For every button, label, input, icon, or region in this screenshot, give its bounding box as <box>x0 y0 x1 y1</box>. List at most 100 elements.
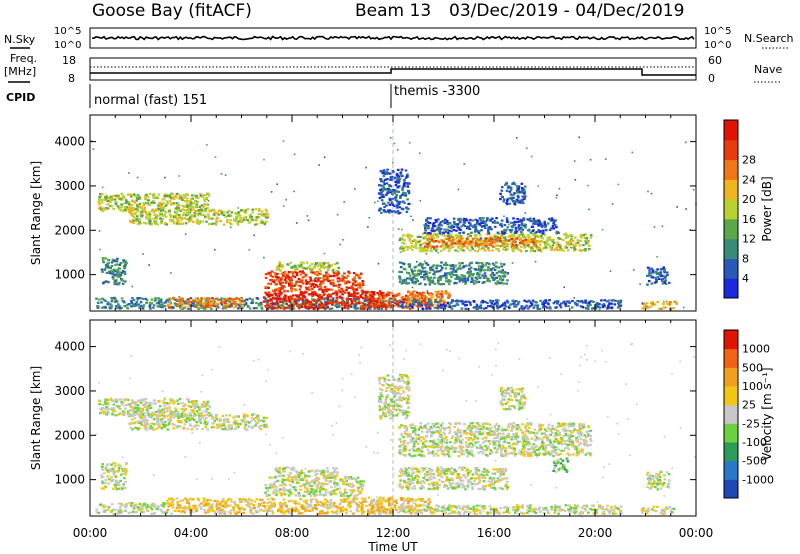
power-cell <box>557 236 560 240</box>
velocity-cell <box>131 406 134 409</box>
power-cell <box>558 237 562 240</box>
power-cell <box>425 273 428 276</box>
power-cell <box>349 303 352 307</box>
power-cell <box>138 205 141 208</box>
velocity-cell <box>150 414 153 417</box>
power-cell <box>130 207 133 210</box>
power-cell <box>169 302 173 305</box>
power-cell <box>120 271 124 274</box>
velocity-cell <box>222 424 226 427</box>
velocity-cell <box>234 423 237 426</box>
power-cell <box>357 286 360 289</box>
power-cell <box>437 224 441 227</box>
power-cell <box>251 299 254 302</box>
power-cell <box>398 305 401 308</box>
power-cell <box>429 276 433 279</box>
power-cell <box>512 302 516 305</box>
velocity-cell <box>131 415 134 418</box>
power-cell <box>641 302 645 306</box>
power-cell <box>533 237 536 241</box>
power-cell <box>352 289 356 293</box>
power-cell <box>502 198 506 201</box>
power-cell <box>352 295 356 298</box>
power-cell <box>184 222 188 225</box>
power-cell <box>521 228 524 231</box>
power-cell <box>430 249 433 252</box>
power-cell <box>380 199 384 202</box>
power-cell <box>203 199 207 202</box>
power-cell <box>318 297 321 300</box>
power-cell <box>317 278 320 281</box>
power-cell <box>190 215 193 219</box>
velocity-cell <box>221 414 225 418</box>
power-cell <box>313 272 317 276</box>
power-cell <box>387 294 390 297</box>
power-cell <box>652 271 655 274</box>
power-cell <box>526 239 529 242</box>
velocity-cell <box>188 411 192 415</box>
power-cell <box>500 271 503 274</box>
velocity-cell <box>213 419 216 422</box>
velocity-cell <box>174 413 177 416</box>
power-cell <box>331 303 334 306</box>
power-cell <box>168 200 172 203</box>
velocity-cell <box>208 405 212 408</box>
power-cell <box>272 281 276 284</box>
power-ylabel: Slant Range [km] <box>29 161 43 265</box>
velocity-cell <box>205 423 208 426</box>
power-cell <box>428 234 432 237</box>
power-cell <box>120 203 123 206</box>
power-cell <box>430 234 433 237</box>
power-cell <box>158 214 161 217</box>
velocity-cell <box>162 413 166 416</box>
power-cell <box>420 263 423 266</box>
power-cell <box>228 300 232 303</box>
power-cell <box>431 223 435 226</box>
power-cell <box>195 194 198 198</box>
power-cell <box>346 280 350 283</box>
velocity-cell <box>183 413 186 416</box>
power-cell <box>501 186 504 189</box>
power-cell <box>244 217 248 220</box>
power-cell <box>488 243 491 246</box>
power-cell <box>506 279 509 282</box>
power-cell <box>256 216 259 219</box>
power-cell <box>443 228 446 231</box>
power-cell <box>503 237 506 240</box>
power-cell <box>189 210 193 213</box>
power-cell <box>510 242 513 246</box>
velocity-cell <box>135 427 139 430</box>
power-cell <box>413 274 417 277</box>
velocity-cell <box>153 402 156 405</box>
power-cell <box>570 235 574 238</box>
power-cell <box>495 239 498 242</box>
velocity-cell <box>235 426 238 429</box>
power-cell <box>384 307 388 310</box>
power-cell <box>465 245 469 248</box>
power-cell <box>608 306 612 309</box>
power-cell <box>125 200 129 203</box>
power-cell <box>437 229 441 232</box>
power-noise-cell <box>119 281 121 284</box>
power-cell <box>410 242 413 245</box>
velocity-cell <box>189 414 193 417</box>
power-cell <box>359 295 363 298</box>
velocity-cell <box>183 423 187 426</box>
power-cell <box>132 193 135 196</box>
power-cell <box>150 222 153 225</box>
power-cell <box>288 282 291 285</box>
power-cell <box>343 276 346 279</box>
power-cell <box>541 237 545 240</box>
power-cell <box>464 240 467 243</box>
power-cell <box>297 277 301 280</box>
power-cell <box>190 214 193 217</box>
power-cell <box>131 214 134 217</box>
power-cell <box>438 304 441 307</box>
power-cell <box>264 291 267 294</box>
power-cell <box>506 301 510 304</box>
power-cell <box>554 306 557 309</box>
power-cell <box>282 298 285 301</box>
power-cell <box>420 276 423 279</box>
power-cell <box>384 299 387 302</box>
power-cell <box>391 202 394 205</box>
